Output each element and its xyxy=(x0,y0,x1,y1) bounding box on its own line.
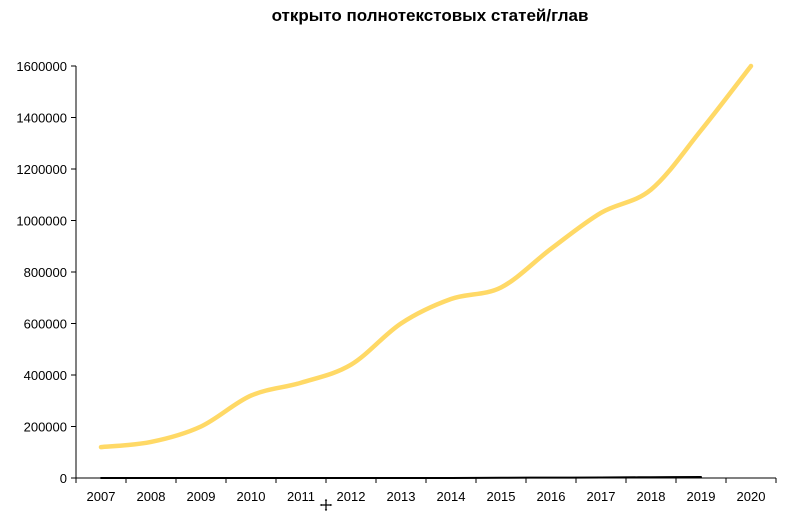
y-tick-label: 1000000 xyxy=(16,214,67,229)
x-tick-label: 2007 xyxy=(87,489,116,504)
move-cursor-icon xyxy=(318,497,334,513)
y-tick-label: 200000 xyxy=(24,420,67,435)
x-tick-label: 2019 xyxy=(687,489,716,504)
x-tick-label: 2018 xyxy=(637,489,666,504)
y-tick-label: 600000 xyxy=(24,317,67,332)
y-tick-label: 1400000 xyxy=(16,111,67,126)
x-tick-label: 2010 xyxy=(237,489,266,504)
x-tick-label: 2013 xyxy=(387,489,416,504)
x-tick-label: 2011 xyxy=(287,489,315,504)
x-tick-label: 2008 xyxy=(137,489,166,504)
series-line-1 xyxy=(98,63,754,450)
y-tick-label: 1200000 xyxy=(16,162,67,177)
chart-title: открыто полнотекстовых статей/глав xyxy=(271,6,589,25)
y-tick-label: 1600000 xyxy=(16,59,67,74)
x-tick-label: 2016 xyxy=(537,489,566,504)
x-tick-label: 2017 xyxy=(587,489,616,504)
x-tick-label: 2012 xyxy=(337,489,366,504)
series-line-2 xyxy=(100,475,702,480)
x-tick-label: 2014 xyxy=(437,489,466,504)
x-tick-label: 2009 xyxy=(187,489,216,504)
x-tick-label: 2020 xyxy=(737,489,766,504)
x-tick-label: 2015 xyxy=(487,489,516,504)
y-tick-label: 0 xyxy=(60,471,67,486)
y-tick-label: 400000 xyxy=(24,368,67,383)
y-axis-ticks: 0 200000 400000 600000 800000 1000000 1200000 1… xyxy=(16,59,76,486)
axes xyxy=(75,66,776,479)
series-layer xyxy=(98,63,754,480)
y-tick-label: 800000 xyxy=(24,265,67,280)
x-axis-ticks: 2007 2008 2009 2010 2011 2012 2013 2014 2015 2016… xyxy=(75,478,777,504)
